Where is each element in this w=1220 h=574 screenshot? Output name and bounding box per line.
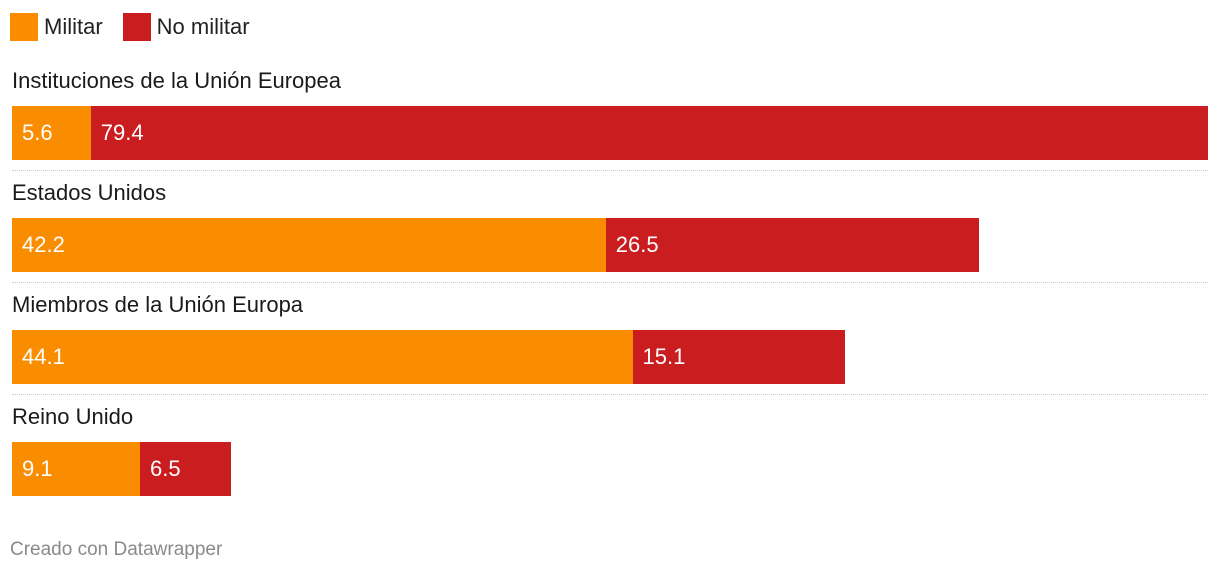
bar-segment-militar xyxy=(12,106,91,160)
legend-item: Militar xyxy=(10,13,103,41)
data-label: 9.1 xyxy=(22,456,53,481)
bar-segment-no-militar xyxy=(140,442,232,496)
legend-label: Militar xyxy=(44,14,103,39)
legend-swatch xyxy=(122,13,151,41)
row-divider xyxy=(12,394,1208,395)
data-label: 5.6 xyxy=(22,120,53,145)
category-label: Miembros de la Unión Europa xyxy=(12,292,304,317)
legend-label: No militar xyxy=(156,14,250,39)
category-label: Reino Unido xyxy=(12,404,134,429)
credit-footer: Creado con Datawrapper xyxy=(10,539,223,560)
bar-segment-militar xyxy=(12,218,606,272)
legend-item: No militar xyxy=(122,13,250,41)
category-label: Estados Unidos xyxy=(12,180,167,205)
legend-swatch xyxy=(10,13,38,41)
category-label: Instituciones de la Unión Europea xyxy=(12,68,341,93)
bar-segment-no-militar xyxy=(605,218,979,272)
data-label: 79.4 xyxy=(100,120,144,145)
data-label: 6.5 xyxy=(150,456,181,481)
bar-segment-militar xyxy=(12,330,633,384)
bar-segment-no-militar xyxy=(632,330,845,384)
bar-segment-no-militar xyxy=(90,106,1208,160)
row-divider xyxy=(12,170,1208,171)
data-label: 26.5 xyxy=(615,232,659,257)
data-label: 15.1 xyxy=(642,344,686,369)
row-divider xyxy=(12,282,1208,283)
bar-segment-militar xyxy=(12,442,141,496)
data-label: 44.1 xyxy=(22,344,65,369)
data-label: 42.2 xyxy=(22,232,65,257)
chart-legend: Militar No militar xyxy=(10,12,270,42)
